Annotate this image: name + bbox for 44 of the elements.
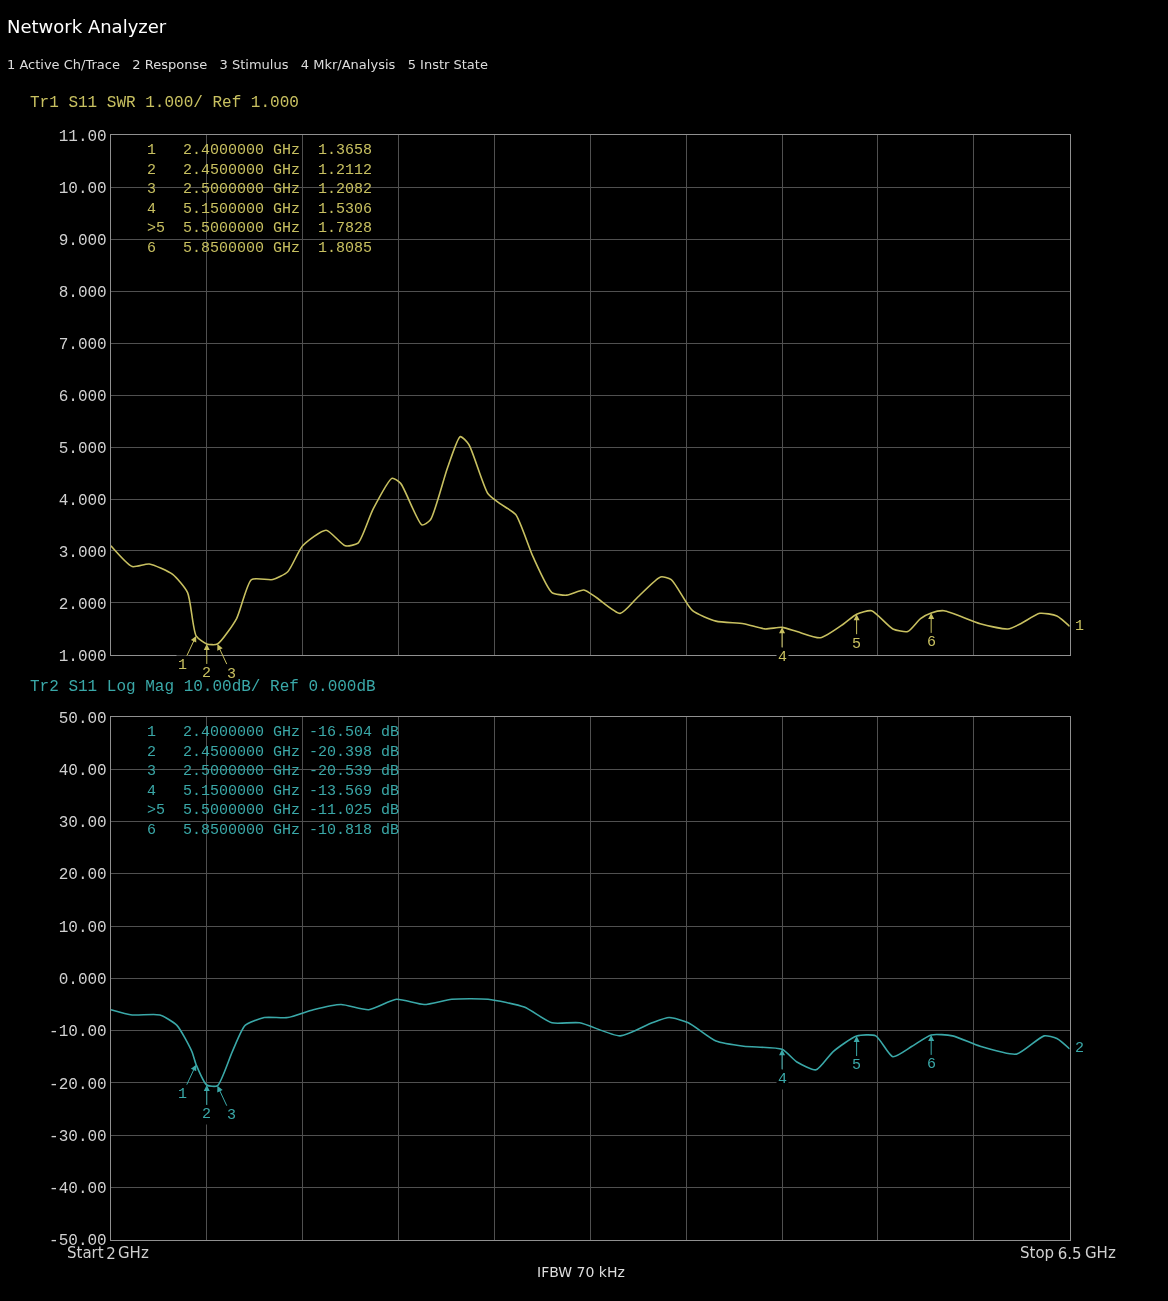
y-tick-label: 10.00 bbox=[58, 918, 107, 937]
annotation: 1 bbox=[1075, 618, 1085, 635]
y-tick-label: 50.00 bbox=[58, 709, 107, 728]
annotation: 6 bbox=[927, 1056, 937, 1073]
y-tick-label: -40.00 bbox=[49, 1180, 107, 1199]
y-tick-label: 40.00 bbox=[58, 761, 107, 780]
text: GHz bbox=[118, 1244, 149, 1262]
y-tick-label: 30.00 bbox=[58, 814, 107, 833]
chart-subtitle: Tr1 S11 SWR 1.000/ Ref 1.000 bbox=[30, 94, 299, 112]
annotation: 2 bbox=[1075, 1040, 1085, 1057]
y-tick-label: -10.00 bbox=[49, 1023, 107, 1042]
y-tick-label: 3.000 bbox=[58, 543, 107, 562]
annotation: 1 bbox=[178, 657, 188, 674]
annotation: 1 2.4000000 GHz 1.3658 2 2.4500000 GHz 1.2112 3 2.5000000 GHz 1.2082 4 5.1500000 GHz 1.5306 >5 5.5000000 GHz 1.7828 6 5.8500000 GHz 1.8085 bbox=[147, 142, 373, 257]
y-tick-label: 9.000 bbox=[58, 231, 107, 250]
y-tick-label: 2.000 bbox=[58, 595, 107, 614]
y-tick-label: 6.000 bbox=[58, 387, 107, 406]
y-tick-label: 8.000 bbox=[58, 283, 107, 302]
y-tick-label: 7.000 bbox=[58, 335, 107, 354]
annotation: 6 bbox=[927, 634, 937, 651]
y-tick-label: 20.00 bbox=[58, 866, 107, 885]
y-tick-label: -30.00 bbox=[49, 1127, 107, 1146]
annotation: 1 2.4000000 GHz -16.504 dB 2 2.4500000 GHz -20.398 dB 3 2.5000000 GHz -20.539 dB 4 5.1500000 GHz -13.569 dB >5 5.5000000 GHz -11.025 dB 6 5.8500000 GHz -10.818 dB bbox=[147, 724, 400, 839]
annotation: 2 bbox=[202, 1106, 212, 1123]
text: Stop bbox=[1020, 1244, 1055, 1262]
chart-title: Network Analyzer bbox=[7, 16, 167, 37]
annotation: 4 bbox=[778, 649, 788, 666]
text: 1 Active Ch/Trace 2 Response 3 Stimulus 4 Mkr/Analysis 5 Instr State bbox=[7, 57, 488, 72]
annotation: 4 bbox=[778, 1071, 788, 1088]
y-tick-label: 5.000 bbox=[58, 439, 107, 458]
y-tick-label: -20.00 bbox=[49, 1075, 107, 1094]
annotation: 1 bbox=[178, 1086, 188, 1103]
y-tick-label: 0.000 bbox=[58, 970, 107, 989]
y-tick-label: 4.000 bbox=[58, 491, 107, 510]
annotation: 5 bbox=[852, 1057, 862, 1074]
y-tick-label: 1.000 bbox=[58, 647, 107, 666]
y-tick-label: 10.00 bbox=[58, 179, 107, 198]
x-tick-label: 6.5 bbox=[1057, 1244, 1082, 1263]
annotation: 2 bbox=[202, 665, 212, 682]
text: GHz bbox=[1085, 1244, 1116, 1262]
text: IFBW 70 kHz bbox=[537, 1264, 625, 1280]
y-tick-label: 11.00 bbox=[58, 127, 107, 146]
annotation: 5 bbox=[852, 636, 862, 653]
annotation: 3 bbox=[227, 1107, 237, 1124]
